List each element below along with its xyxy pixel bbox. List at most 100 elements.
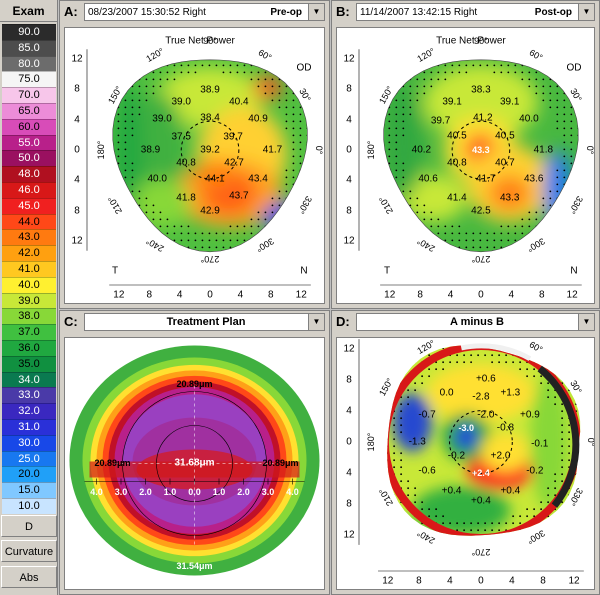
diff-value: +0.4 (500, 485, 521, 497)
diff-value: +2.0 (490, 450, 511, 462)
x-tick-label: 4 (237, 289, 244, 301)
power-value: 44.1 (205, 173, 225, 185)
diff-value: -0.6 (418, 465, 436, 477)
d-button[interactable]: D (1, 515, 57, 537)
panel-b-status: Post-op (534, 6, 572, 18)
x-tick-label: 4 (447, 289, 454, 301)
power-value: 40.2 (411, 144, 432, 156)
diameter-tick: 4.0 (286, 486, 299, 497)
degree-label: 90° (474, 35, 488, 46)
power-value: 43.6 (523, 173, 544, 185)
power-value: 40.6 (418, 173, 438, 185)
abs-button[interactable]: Abs (1, 566, 57, 588)
power-value: 39.0 (171, 96, 191, 108)
power-value: 42.5 (471, 205, 491, 217)
chevron-down-icon[interactable]: ▼ (578, 4, 594, 20)
power-value: 39.2 (200, 144, 220, 156)
power-value: 41.2 (473, 112, 493, 124)
scale-swatch: 20.0 (2, 466, 56, 483)
degree-label: 0° (585, 145, 595, 155)
scale-swatch: 75.0 (2, 71, 56, 88)
scale-swatch: 25.0 (2, 450, 56, 467)
chevron-down-icon[interactable]: ▼ (308, 4, 324, 20)
diff-value: 0.0 (439, 387, 454, 399)
x-tick-label: 8 (417, 289, 423, 301)
panel-c-treatment-plan: C: Treatment Plan ▼ 20.89μm 31.68μm 20.89μ… (59, 310, 330, 595)
x-tick-label: 12 (566, 289, 578, 301)
scale-swatch: 43.0 (2, 229, 56, 246)
y-tick-label: 8 (346, 205, 352, 217)
panel-d-letter: D: (336, 314, 350, 329)
diff-value: +1.3 (500, 387, 521, 399)
panel-d-select[interactable]: A minus B ▼ (356, 313, 595, 331)
y-tick-label: 4 (346, 405, 352, 417)
scale-swatch: 70.0 (2, 87, 56, 103)
scale-swatch: 41.0 (2, 261, 56, 277)
eye-label: OD (296, 62, 312, 74)
panel-b-topography-map[interactable]: True Net Power OD T N 90° 60° 30° 0° 330° 300° 270… (336, 27, 595, 304)
power-value: 43.4 (248, 173, 268, 185)
chevron-down-icon[interactable]: ▼ (578, 314, 594, 330)
power-value: 40.0 (519, 113, 539, 125)
panel-b-eye: Right (453, 6, 478, 18)
x-tick-label: 8 (416, 575, 422, 587)
scale-swatch: 42.0 (2, 245, 56, 261)
scale-swatch: 34.0 (2, 371, 56, 388)
y-tick-label: 4 (74, 114, 80, 126)
power-value: 39.7 (430, 115, 451, 127)
chevron-down-icon[interactable]: ▼ (308, 314, 324, 330)
x-tick-label: 8 (268, 289, 274, 301)
scale-swatch: 38.0 (2, 308, 56, 325)
t-label: T (111, 265, 119, 277)
diff-value: -3.0 (458, 423, 474, 434)
power-value: 43.3 (472, 145, 490, 155)
x-tick-label: 8 (540, 575, 546, 587)
power-value: 41.7 (475, 173, 496, 185)
x-tick-label: 12 (568, 575, 580, 587)
power-value: 40.8 (176, 157, 196, 169)
x-tick-label: 12 (384, 289, 396, 301)
ablation-top-depth: 20.89μm (176, 378, 213, 389)
x-tick-label: 12 (382, 575, 394, 587)
diameter-tick: 1.0 (212, 486, 226, 497)
panel-c-ablation-map[interactable]: 20.89μm 31.68μm 20.89μm 20.89μm 31.54μm 4.0 3.… (64, 337, 325, 590)
degree-label: 180° (366, 432, 377, 452)
scale-swatch: 40.0 (2, 276, 56, 293)
color-scale-sidebar: Exam 90.0 85.0 80.0 75.0 70.0 65.0 60.0 55.0 50.… (0, 0, 58, 595)
power-value: 39.1 (499, 96, 520, 108)
curvature-button[interactable]: Curvature (1, 540, 57, 562)
power-value: 43.7 (229, 190, 249, 202)
panel-d-difference-topography[interactable]: 90°60°30°0°330°300°270°240°210°180°150°1… (336, 337, 595, 590)
power-value: 42.7 (224, 157, 244, 169)
panel-a-eye: Right (182, 6, 206, 18)
scale-swatch: 44.0 (2, 213, 56, 230)
panel-b-exam-select[interactable]: 11/14/2007 13:42:15 Right Post-op ▼ (356, 3, 595, 21)
scale-swatch: 48.0 (2, 166, 56, 182)
diameter-tick: 4.0 (90, 486, 103, 497)
y-tick-label: 12 (343, 53, 355, 65)
diff-value: -0.2 (447, 450, 466, 462)
scale-swatch: 90.0 (2, 24, 56, 40)
diff-value: -2.0 (477, 409, 495, 421)
panel-c-select[interactable]: Treatment Plan ▼ (84, 313, 325, 331)
power-value: 40.5 (447, 130, 467, 142)
scale-swatch: 31.0 (2, 419, 56, 435)
y-tick-label: 8 (74, 83, 80, 95)
diff-value: -0.8 (496, 422, 515, 434)
y-tick-label: 8 (346, 83, 352, 95)
panel-a-time: 15:30:52 (140, 6, 180, 18)
power-value: 38.3 (471, 84, 491, 96)
panel-a-topography-map[interactable]: True Net Power OD T N 90° 60° 30° 0° 330° 300° 270… (64, 27, 325, 304)
degree-label: 180° (95, 140, 106, 160)
diameter-tick: 2.0 (237, 486, 250, 497)
eye-label: OD (566, 62, 582, 74)
y-tick-label: 0 (346, 144, 352, 156)
panel-a-exam-select[interactable]: 08/23/2007 15:30:52 Right Pre-op ▼ (84, 3, 325, 21)
scale-swatch: 45.0 (2, 197, 56, 214)
diff-value: +0.9 (520, 409, 540, 421)
power-value: 40.0 (147, 173, 167, 185)
diameter-tick: 0.0 (188, 486, 201, 497)
diameter-tick: 2.0 (139, 486, 152, 497)
ablation-left-depth: 20.89μm (94, 457, 131, 468)
power-value: 42.9 (200, 205, 220, 217)
